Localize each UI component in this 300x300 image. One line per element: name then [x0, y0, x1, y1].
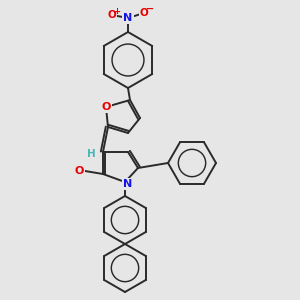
Text: O: O [74, 166, 84, 176]
Text: N: N [123, 13, 133, 23]
Text: +: + [113, 7, 121, 16]
Text: O: O [140, 8, 148, 18]
Text: H: H [87, 149, 95, 159]
Text: O: O [101, 102, 111, 112]
Text: N: N [123, 179, 133, 189]
Text: −: − [146, 4, 154, 14]
Text: O: O [108, 10, 116, 20]
